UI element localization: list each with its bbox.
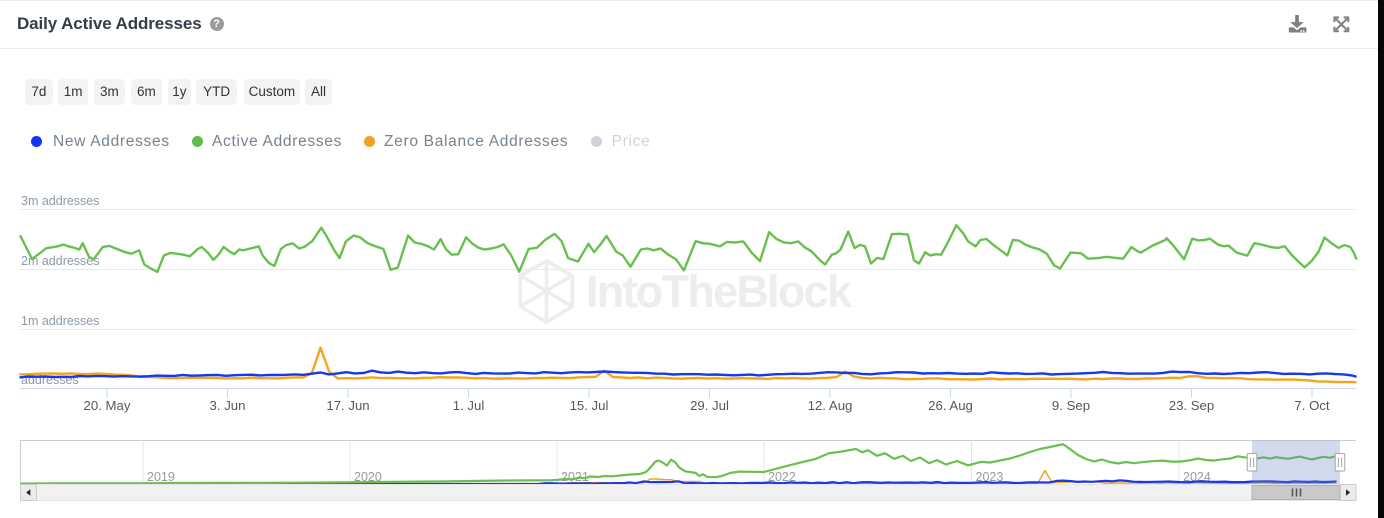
svg-text:IntoTheBlock: IntoTheBlock (586, 266, 853, 317)
svg-text:2023: 2023 (976, 470, 1004, 484)
svg-text:9. Sep: 9. Sep (1052, 398, 1090, 413)
svg-text:15. Jul: 15. Jul (570, 398, 609, 413)
svg-text:20. May: 20. May (84, 398, 131, 413)
svg-text:2021: 2021 (561, 470, 589, 484)
svg-text:17. Jun: 17. Jun (326, 398, 369, 413)
svg-text:29. Jul: 29. Jul (690, 398, 729, 413)
svg-text:2020: 2020 (354, 470, 382, 484)
svg-text:1m addresses: 1m addresses (21, 314, 100, 328)
svg-text:3m addresses: 3m addresses (21, 194, 100, 208)
svg-text:7. Oct: 7. Oct (1294, 398, 1330, 413)
svg-text:1. Jul: 1. Jul (453, 398, 485, 413)
svg-text:2019: 2019 (147, 470, 175, 484)
svg-text:23. Sep: 23. Sep (1169, 398, 1214, 413)
svg-text:2022: 2022 (768, 470, 796, 484)
svg-text:26. Aug: 26. Aug (928, 398, 973, 413)
svg-text:12. Aug: 12. Aug (808, 398, 853, 413)
svg-text:3. Jun: 3. Jun (210, 398, 246, 413)
svg-text:2m addresses: 2m addresses (21, 254, 100, 268)
